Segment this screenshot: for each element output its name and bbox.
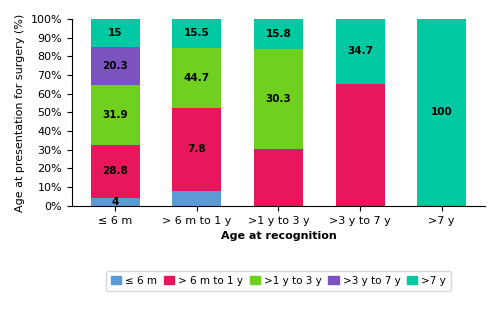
Text: 44.7: 44.7	[184, 73, 210, 83]
X-axis label: Age at recognition: Age at recognition	[220, 231, 336, 241]
Bar	[90, 145, 140, 198]
Bar	[336, 19, 384, 84]
Bar	[254, 48, 303, 149]
Text: 34.7: 34.7	[347, 46, 373, 57]
Bar	[172, 191, 222, 206]
Text: 4: 4	[112, 197, 119, 207]
Bar	[254, 149, 303, 206]
Text: 31.9: 31.9	[102, 110, 128, 120]
Bar	[90, 198, 140, 206]
Bar	[336, 84, 384, 206]
Bar	[254, 19, 303, 48]
Legend: ≤ 6 m, > 6 m to 1 y, >1 y to 3 y, >3 y to 7 y, >7 y: ≤ 6 m, > 6 m to 1 y, >1 y to 3 y, >3 y t…	[106, 271, 451, 291]
Text: 20.3: 20.3	[102, 61, 128, 71]
Bar	[90, 47, 140, 85]
Bar	[172, 19, 222, 48]
Bar	[90, 19, 140, 47]
Text: 28.8: 28.8	[102, 166, 128, 177]
Text: 15: 15	[108, 28, 122, 38]
Text: 7.8: 7.8	[188, 145, 206, 154]
Bar	[172, 108, 222, 191]
Bar	[172, 48, 222, 108]
Text: 30.3: 30.3	[266, 94, 291, 104]
Text: 15.8: 15.8	[266, 29, 291, 39]
Y-axis label: Age at presentation for surgery (%): Age at presentation for surgery (%)	[15, 13, 25, 212]
Text: 15.5: 15.5	[184, 28, 210, 39]
Text: 100: 100	[431, 107, 452, 117]
Bar	[90, 85, 140, 145]
Bar	[417, 19, 466, 206]
